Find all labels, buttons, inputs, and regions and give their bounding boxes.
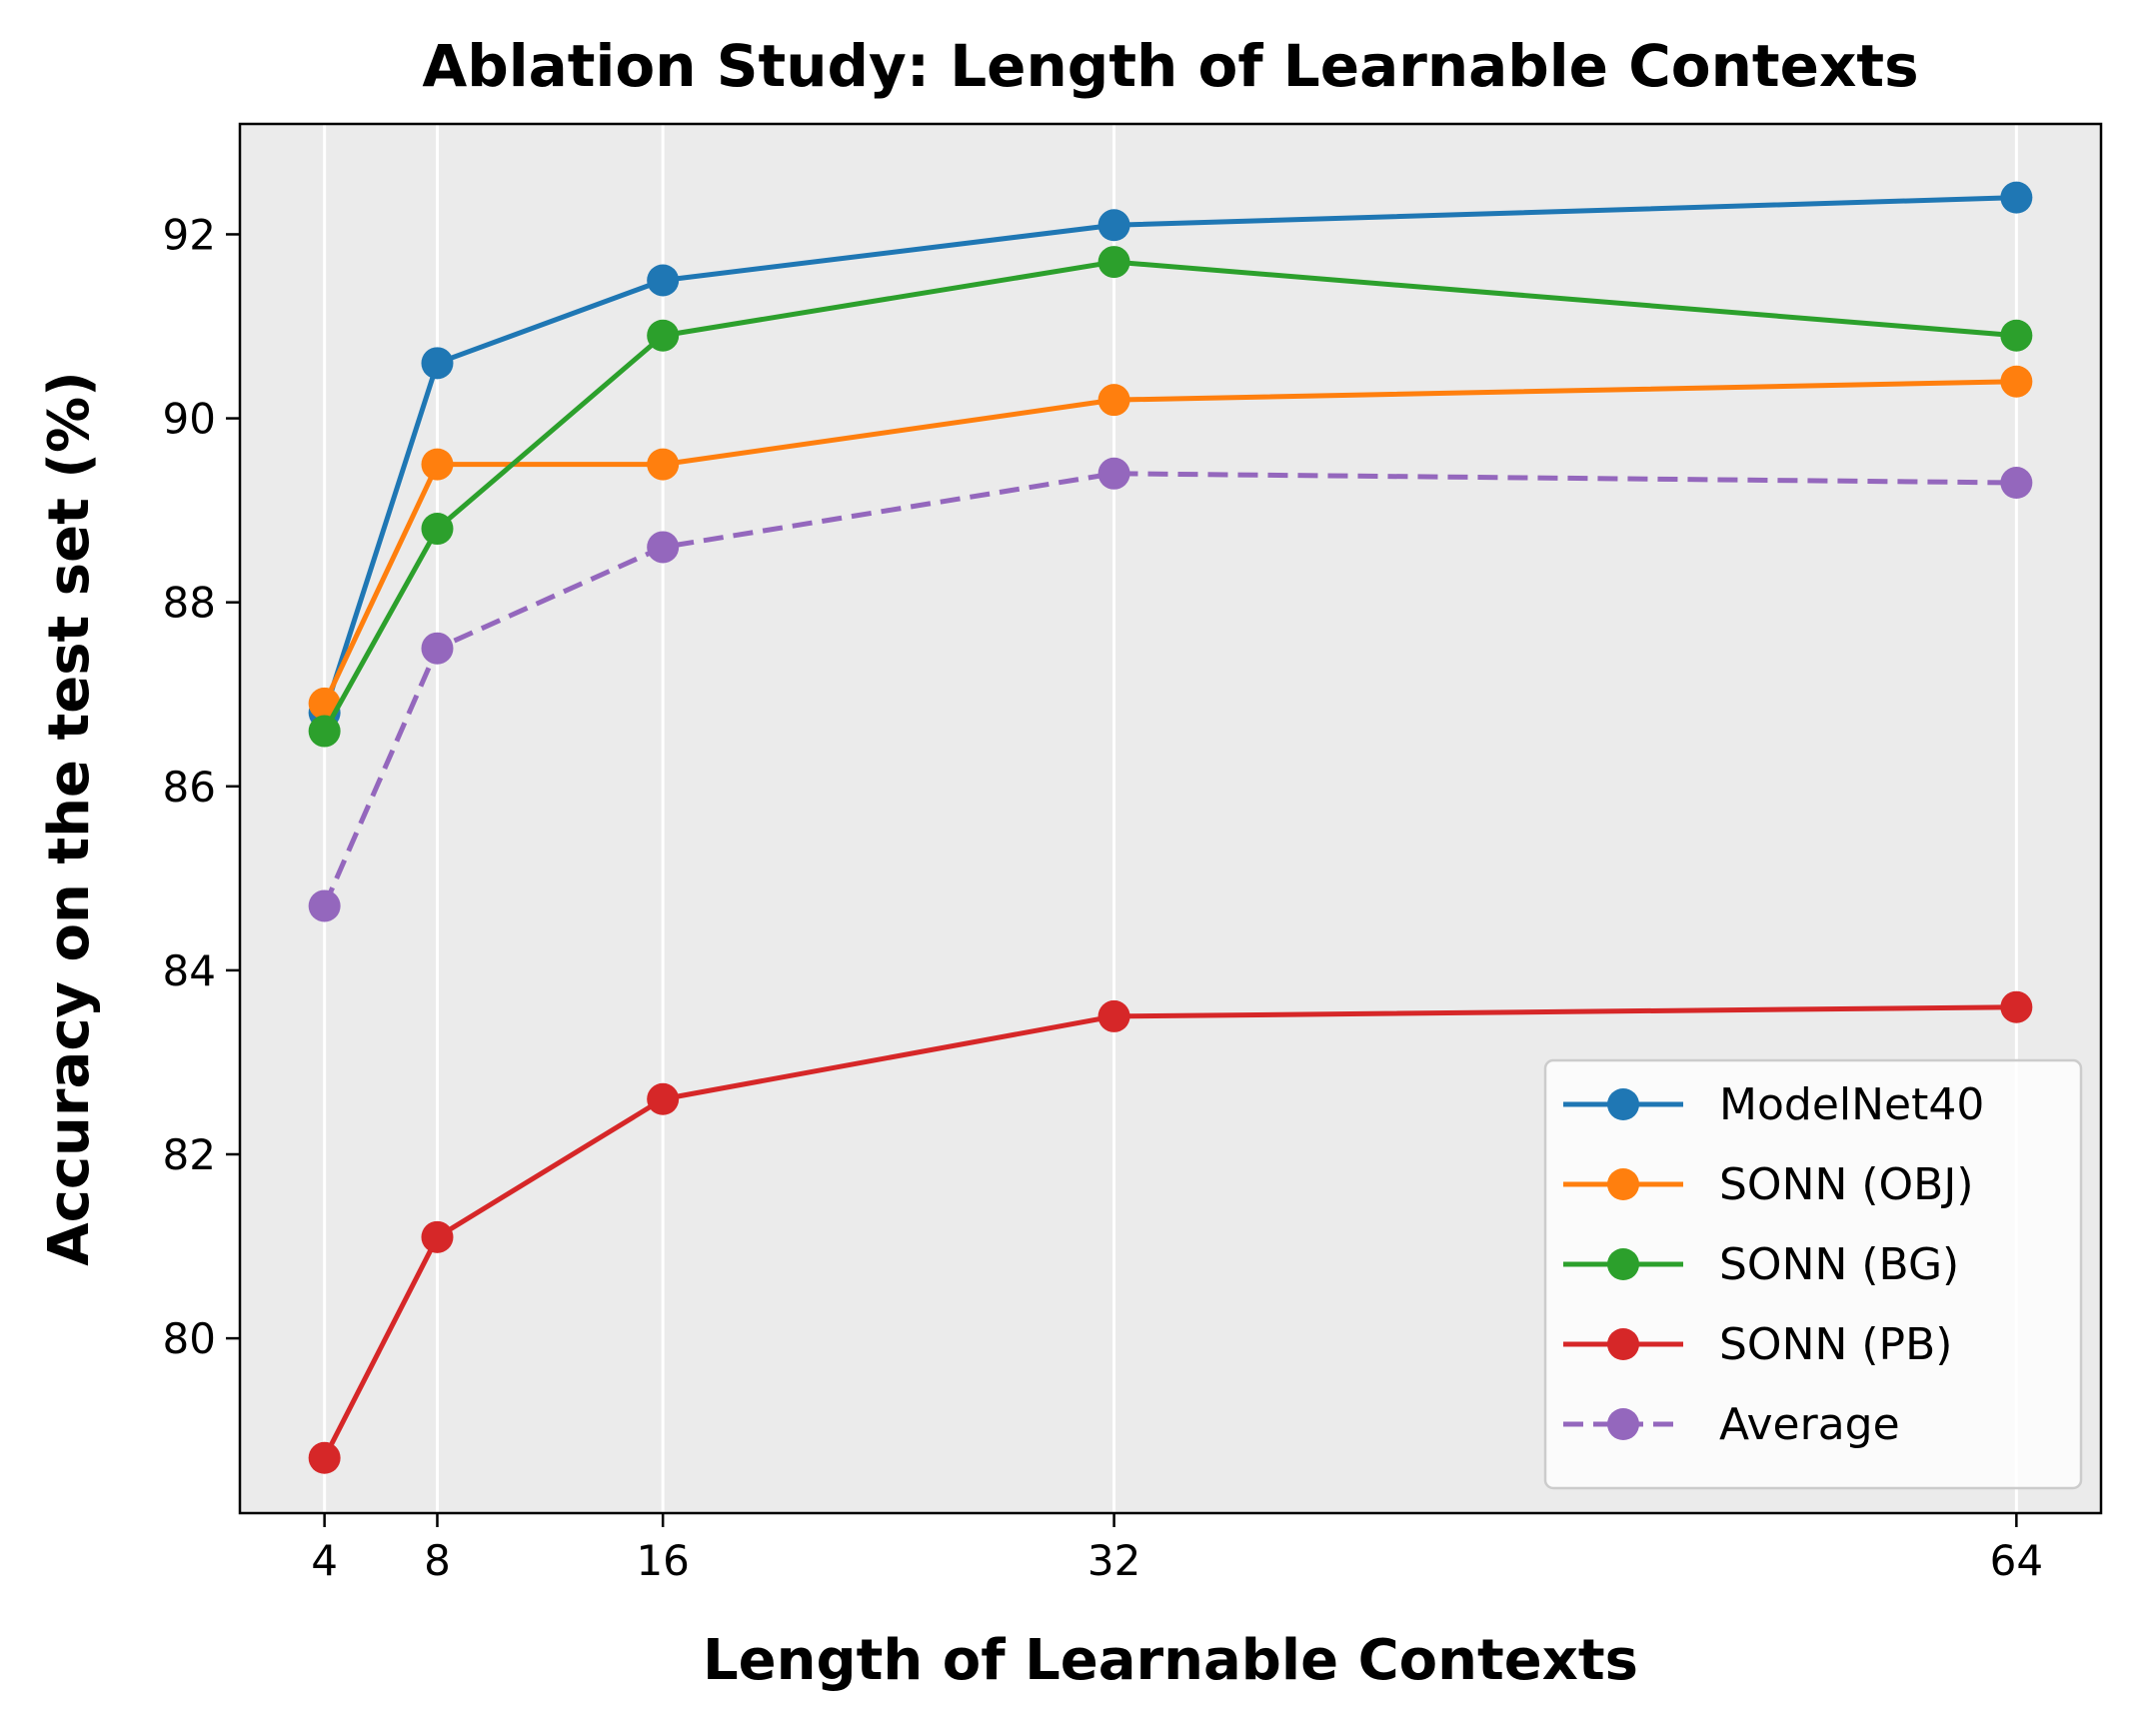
- legend-box: [1543, 1058, 2083, 1490]
- legend-entry: SONN (OBJ): [1563, 1159, 1974, 1210]
- y-axis-title: Accuracy on the test set (%): [37, 371, 102, 1265]
- data-point: [308, 687, 341, 720]
- x-tick-label: 32: [1087, 1536, 1140, 1585]
- data-point: [647, 531, 680, 564]
- data-point: [1097, 209, 1130, 242]
- data-point: [308, 889, 341, 922]
- legend-label: SONN (OBJ): [1719, 1159, 1974, 1210]
- x-tick-label: 64: [1990, 1536, 2043, 1585]
- data-point: [2000, 467, 2033, 500]
- x-axis-title: Length of Learnable Contexts: [703, 1628, 1638, 1693]
- legend-entry: ModelNet40: [1563, 1079, 1984, 1130]
- legend-entry: Average: [1563, 1399, 1900, 1450]
- data-point: [308, 1441, 341, 1474]
- data-point: [2000, 990, 2033, 1023]
- legend-marker: [1607, 1168, 1639, 1200]
- plot-frame: [238, 122, 2103, 1515]
- series-layer: [308, 181, 2033, 1474]
- data-point: [2000, 319, 2033, 352]
- legend-entry: SONN (BG): [1563, 1239, 1959, 1290]
- data-point: [2000, 181, 2033, 214]
- data-point: [421, 347, 454, 380]
- legend-label: Average: [1719, 1399, 1900, 1450]
- legend-entry: SONN (PB): [1563, 1319, 1952, 1370]
- data-point: [647, 1082, 680, 1115]
- data-point: [1097, 246, 1130, 279]
- series-sonn-obj: [308, 365, 2033, 720]
- x-tick-label: 16: [636, 1536, 689, 1585]
- data-point: [308, 715, 341, 748]
- series-sonn-bg: [308, 246, 2033, 748]
- data-point: [647, 448, 680, 481]
- legend-label: SONN (BG): [1719, 1239, 1959, 1290]
- legend-label: ModelNet40: [1719, 1079, 1984, 1130]
- x-tick-label: 8: [424, 1536, 451, 1585]
- y-tick-label: 90: [163, 395, 216, 444]
- axes: 4 8 16 32 64 80 82 84 86 88 90 92: [163, 210, 2044, 1585]
- y-tick-label: 84: [163, 946, 216, 995]
- data-point: [421, 513, 454, 546]
- data-point: [421, 448, 454, 481]
- legend-marker: [1607, 1248, 1639, 1280]
- legend-marker: [1607, 1088, 1639, 1120]
- y-tick-label: 82: [163, 1130, 216, 1179]
- legend-marker: [1607, 1328, 1639, 1360]
- legend-label: SONN (PB): [1719, 1319, 1952, 1370]
- data-point: [1097, 457, 1130, 490]
- data-point: [647, 319, 680, 352]
- data-point: [421, 1220, 454, 1253]
- series-average: [308, 457, 2033, 922]
- legend: ModelNet40 SONN (OBJ) SONN (BG) SONN (PB) Av…: [1543, 1058, 2083, 1490]
- y-tick-label: 88: [163, 579, 216, 628]
- legend-marker: [1607, 1408, 1639, 1440]
- data-point: [2000, 365, 2033, 398]
- y-tick-label: 80: [163, 1314, 216, 1363]
- chart-title: Ablation Study: Length of Learnable Cont…: [422, 32, 1918, 100]
- x-tick-label: 4: [311, 1536, 338, 1585]
- data-point: [1097, 384, 1130, 417]
- data-point: [647, 264, 680, 297]
- y-tick-label: 86: [163, 763, 216, 812]
- y-tick-label: 92: [163, 210, 216, 259]
- data-point: [1097, 999, 1130, 1032]
- series-sonn-pb: [308, 990, 2033, 1474]
- data-point: [421, 632, 454, 665]
